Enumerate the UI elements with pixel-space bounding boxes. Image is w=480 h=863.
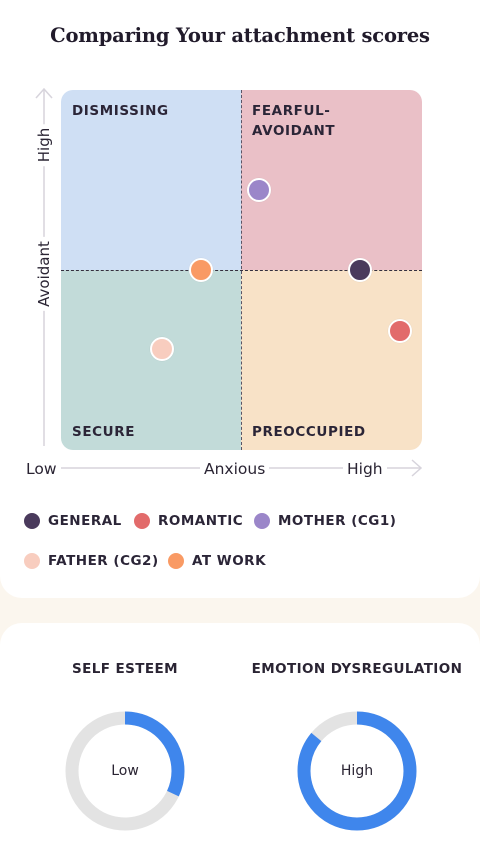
point-general — [348, 257, 373, 282]
legend-item-father: FATHER (CG2) — [24, 553, 159, 569]
quadrant-label-dismissing: DISMISSING — [72, 103, 169, 119]
legend-label-general: GENERAL — [48, 513, 122, 529]
quadrant-fearful-avoidant: FEARFUL- AVOIDANT — [241, 90, 422, 270]
attachment-chart-card: Comparing Your attachment scores DISMISS… — [0, 0, 480, 598]
gauge-fill — [65, 711, 185, 831]
x-axis-high-label: High — [343, 459, 387, 479]
emotion-dysregulation-title: EMOTION DYSREGULATION — [251, 661, 463, 677]
quadrant-label-secure: SECURE — [72, 424, 136, 440]
legend-dot-romantic — [134, 513, 150, 529]
quadrant-preoccupied: PREOCCUPIED — [241, 270, 422, 450]
point-at-work — [189, 257, 214, 282]
self-esteem-value: Low — [111, 763, 139, 779]
legend-dot-at-work — [168, 553, 184, 569]
self-esteem-gauge: Low — [60, 706, 190, 836]
emotion-dysregulation-value: High — [340, 763, 374, 779]
legend-label-at-work: AT WORK — [192, 553, 267, 569]
y-axis-arrow-icon — [35, 87, 53, 99]
quadrant-secure: SECURE — [61, 270, 241, 450]
legend-item-mother: MOTHER (CG1) — [254, 513, 396, 529]
y-axis-high-label: High — [35, 123, 53, 167]
legend-label-mother: MOTHER (CG1) — [278, 513, 397, 529]
point-romantic — [387, 318, 412, 343]
point-father — [149, 336, 174, 361]
horizontal-midline — [61, 270, 422, 271]
legend-item-at-work: AT WORK — [168, 553, 266, 569]
emotion-dysregulation-gauge: High — [292, 706, 422, 836]
quadrant-label-preoccupied: PREOCCUPIED — [252, 424, 366, 440]
x-axis-title: Anxious — [200, 459, 270, 479]
y-axis-title: Avoidant — [35, 237, 53, 311]
legend-dot-father — [24, 553, 40, 569]
self-esteem-title: SELF ESTEEM — [72, 661, 178, 677]
gauge-fill — [297, 711, 417, 831]
emotion-dysregulation-ring — [297, 711, 417, 831]
legend-label-romantic: ROMANTIC — [158, 513, 244, 529]
x-axis-low-label: Low — [22, 459, 61, 479]
legend-dot-mother — [254, 513, 270, 529]
legend-dot-general — [24, 513, 40, 529]
legend-label-father: FATHER (CG2) — [48, 553, 159, 569]
legend-item-general: GENERAL — [24, 513, 122, 529]
self-esteem-ring — [65, 711, 185, 831]
point-mother — [247, 178, 272, 203]
quadrant-dismissing: DISMISSING — [61, 90, 241, 270]
axis-lines — [35, 87, 423, 477]
x-axis-arrow-icon — [411, 459, 423, 477]
quadrant-label-fearful-avoidant: FEARFUL- AVOIDANT — [252, 103, 336, 139]
chart-title: Comparing Your attachment scores — [50, 24, 430, 47]
legend-item-romantic: ROMANTIC — [134, 513, 243, 529]
